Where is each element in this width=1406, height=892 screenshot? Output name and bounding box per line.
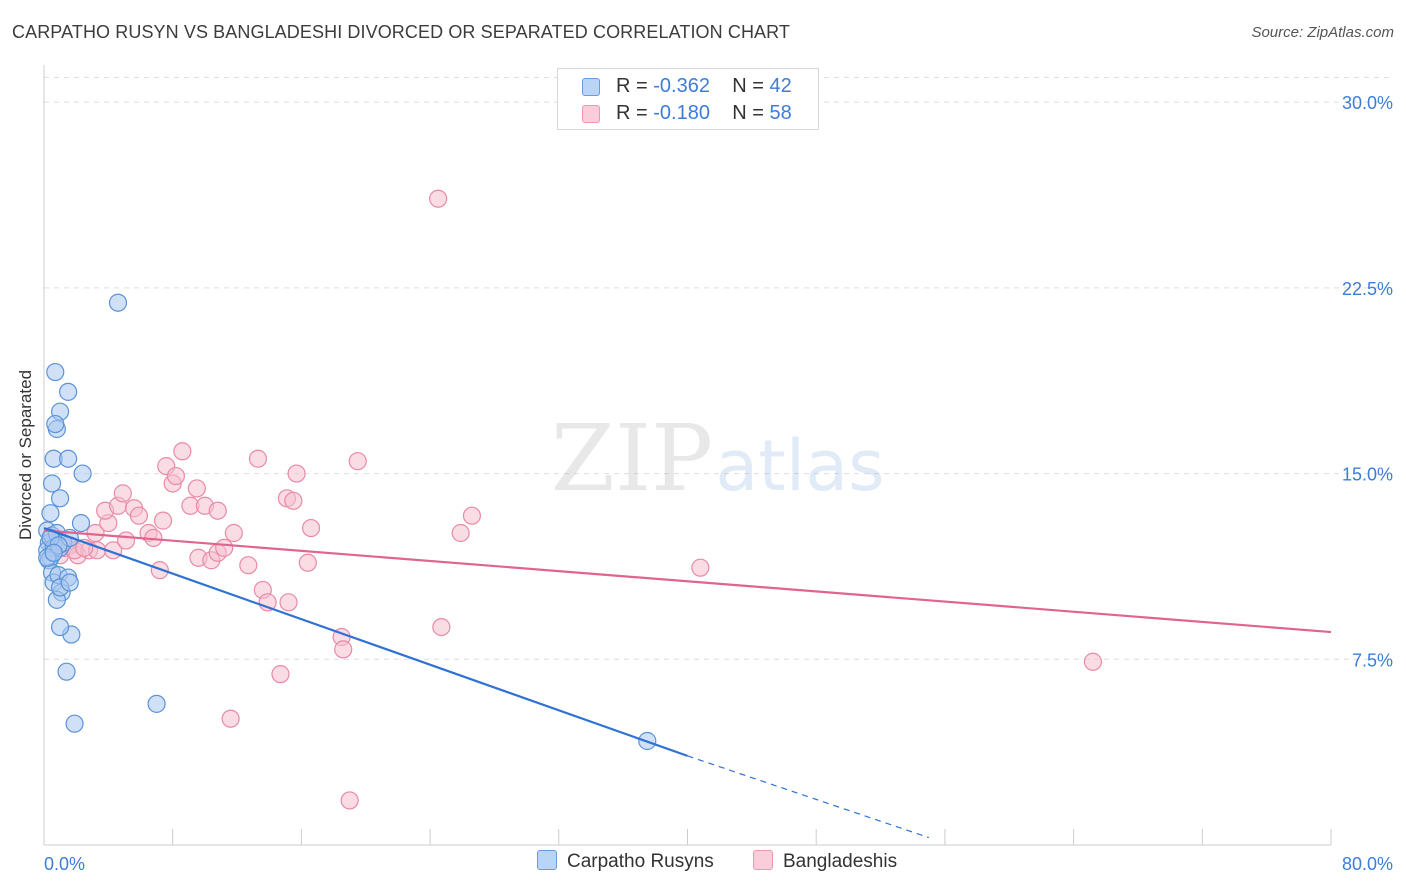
bangladeshi-point xyxy=(301,518,321,538)
tick-labels: 7.5% 15.0% 22.5% 30.0% 0.0% 80.0% xyxy=(44,93,1393,874)
bangladeshi-point xyxy=(298,553,317,572)
carpatho-point xyxy=(46,362,65,382)
bangladeshi-point xyxy=(691,558,710,577)
carpatho-trend-extension xyxy=(687,755,930,839)
bangladeshi-point xyxy=(451,523,470,543)
stats-legend: R = -0.362 N = 42 R = -0.180 N = 58 xyxy=(557,68,819,130)
legend-swatch-pink xyxy=(582,105,600,123)
bangladeshi-point xyxy=(1083,652,1103,671)
legend-item-carpatho[interactable]: Carpatho Rusyns xyxy=(537,850,714,873)
bangladeshi-point xyxy=(334,640,353,659)
carpatho-point xyxy=(60,573,79,592)
r-label: R = xyxy=(616,102,654,124)
legend-label-carpatho: Carpatho Rusyns xyxy=(567,851,714,872)
legend-swatch-blue xyxy=(537,850,557,870)
bangladeshi-point xyxy=(429,189,448,208)
carpatho-rusyns-points xyxy=(38,293,657,751)
bangladeshi-point xyxy=(113,484,132,503)
bangladeshi-point xyxy=(129,506,149,525)
bangladeshi-point xyxy=(348,452,367,471)
bangladeshi-point xyxy=(187,479,206,498)
carpatho-point xyxy=(59,449,78,468)
carpatho-point xyxy=(59,382,78,401)
legend-swatch-pink xyxy=(753,850,773,870)
bangladeshi-point xyxy=(462,506,482,525)
chart-title: CARPATHO RUSYN VS BANGLADESHI DIVORCED O… xyxy=(12,22,791,42)
carpatho-point xyxy=(71,513,91,533)
bangladeshi-point xyxy=(116,531,136,550)
bangladeshi-point xyxy=(284,491,303,510)
y-tick-label: 15.0% xyxy=(1342,465,1393,485)
bangladeshi-point xyxy=(340,791,359,810)
bangladeshi-point xyxy=(221,709,240,728)
bangladeshi-point xyxy=(173,442,192,461)
y-tick-label: 7.5% xyxy=(1352,650,1393,670)
carpatho-point xyxy=(42,474,62,493)
carpatho-point xyxy=(147,694,166,713)
carpatho-point xyxy=(50,617,70,637)
x-tick-label: 80.0% xyxy=(1342,854,1393,874)
legend-item-bangladeshi[interactable]: Bangladeshis xyxy=(753,850,897,873)
y-axis-label: Divorced or Separated xyxy=(16,369,35,541)
axes xyxy=(43,65,1332,846)
bangladeshi-point xyxy=(215,538,234,557)
n-label: N = xyxy=(732,75,770,97)
watermark-atlas: atlas xyxy=(715,425,884,507)
bangladeshi-point xyxy=(248,449,268,468)
watermark: ZIP atlas xyxy=(551,405,885,512)
bangladeshi-point xyxy=(271,665,290,684)
bangladeshis-points xyxy=(44,189,1103,810)
trend-lines xyxy=(43,527,1332,839)
carpatho-trend-line xyxy=(43,527,688,757)
bangladeshi-point xyxy=(279,593,298,612)
carpatho-point xyxy=(57,662,76,681)
n-label: N = xyxy=(732,102,770,124)
carpatho-point xyxy=(108,293,128,312)
n-value: 58 xyxy=(769,102,792,124)
legend-swatch-blue xyxy=(582,78,600,96)
bangladeshi-point xyxy=(166,466,186,486)
carpatho-point xyxy=(65,714,84,733)
r-value: -0.362 xyxy=(653,75,710,97)
bangladeshi-point xyxy=(287,464,306,483)
r-value: -0.180 xyxy=(653,102,710,124)
bangladeshi-point xyxy=(153,511,173,530)
bangladeshi-point xyxy=(208,501,227,520)
n-value: 42 xyxy=(769,75,792,97)
r-label: R = xyxy=(616,75,654,97)
legend-label-bangladeshi: Bangladeshis xyxy=(783,851,898,872)
bangladeshi-point xyxy=(432,617,451,637)
carpatho-point xyxy=(44,543,63,562)
bangladeshi-point xyxy=(239,556,258,575)
y-tick-label: 22.5% xyxy=(1342,279,1393,299)
x-tick-label: 0.0% xyxy=(44,854,85,874)
bangladeshi-point xyxy=(224,523,243,543)
source-label: Source: ZipAtlas.com xyxy=(1251,24,1394,41)
y-tick-label: 30.0% xyxy=(1342,93,1393,113)
watermark-zip: ZIP xyxy=(551,405,713,512)
carpatho-point xyxy=(73,464,92,483)
carpatho-point xyxy=(41,504,60,523)
carpatho-point xyxy=(50,489,70,508)
bangladeshi-trend-line xyxy=(43,529,1332,634)
carpatho-point xyxy=(46,414,65,434)
